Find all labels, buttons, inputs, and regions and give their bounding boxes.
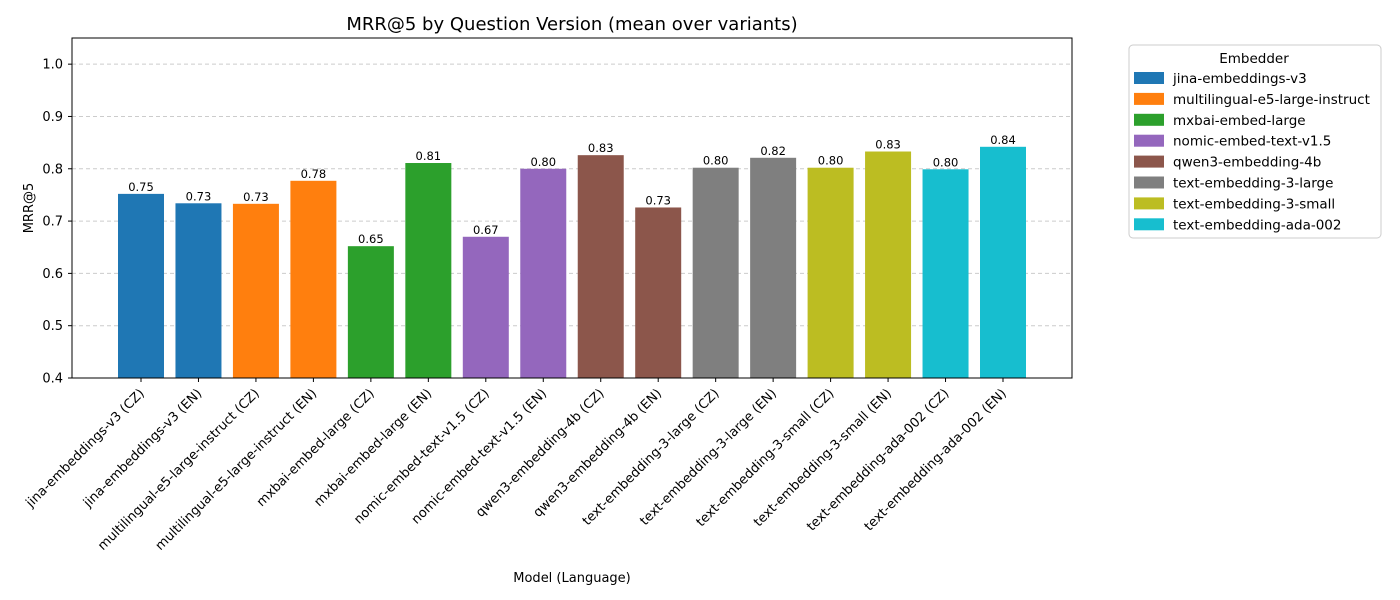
bar-value-labels: 0.75 0.73 0.73 0.78 0.65 0.81 0.67 0.80 0.83 0.73… <box>128 133 1016 246</box>
y-tick-label: 1.0 <box>42 58 63 73</box>
legend-entry-label: qwen3-embedding-4b <box>1173 155 1321 171</box>
bar <box>232 203 279 378</box>
bar <box>980 146 1026 378</box>
legend-swatch <box>1134 92 1164 105</box>
bar-value-label: 0.80 <box>530 155 556 169</box>
bar <box>462 236 509 378</box>
legend-entry-label: nomic-embed-text-v1.5 <box>1173 134 1331 150</box>
legend-swatch <box>1134 134 1164 147</box>
bar <box>807 167 854 378</box>
legend-swatch <box>1134 176 1164 189</box>
bar <box>520 168 567 378</box>
y-tick-label: 0.6 <box>42 267 63 282</box>
legend-swatch <box>1134 155 1164 168</box>
legend-swatch <box>1134 218 1164 231</box>
legend-entry-label: text-embedding-ada-002 <box>1173 217 1342 233</box>
bar-value-label: 0.80 <box>703 154 729 168</box>
chart-title: MRR@5 by Question Version (mean over var… <box>346 14 797 35</box>
bar <box>865 151 912 378</box>
bar <box>692 167 739 378</box>
legend-entry-label: text-embedding-3-large <box>1173 176 1333 192</box>
bar <box>922 169 969 378</box>
legend-box <box>1128 44 1382 239</box>
bar-value-label: 0.83 <box>875 138 901 152</box>
plot-frame <box>71 37 1073 379</box>
bar-value-label: 0.65 <box>358 232 384 246</box>
y-tick-label: 0.5 <box>42 319 63 334</box>
legend-entry-label: jina-embeddings-v3 <box>1172 71 1307 87</box>
legend-swatch <box>1134 197 1164 210</box>
legend-entry-label: multilingual-e5-large-instruct <box>1173 92 1370 108</box>
legend-entry-label: mxbai-embed-large <box>1173 113 1306 129</box>
bar-value-label: 0.73 <box>645 193 671 207</box>
y-tick-label: 0.4 <box>42 372 63 387</box>
bar-value-label: 0.84 <box>990 133 1016 147</box>
bar-value-label: 0.73 <box>243 190 269 204</box>
bar-value-label: 0.82 <box>760 144 786 158</box>
bar-value-label: 0.80 <box>933 155 959 169</box>
bar-value-label: 0.67 <box>473 223 499 237</box>
x-axis-label: Model (Language) <box>513 571 630 586</box>
bar <box>175 203 222 378</box>
y-tick-label: 0.9 <box>42 110 63 125</box>
bar <box>635 207 682 378</box>
bars <box>118 146 1026 378</box>
y-tick-label: 0.7 <box>42 215 63 230</box>
y-axis-label: MRR@5 <box>22 183 37 234</box>
bar <box>118 193 164 378</box>
bar <box>347 246 394 378</box>
bar <box>750 157 797 378</box>
y-tick-label: 0.8 <box>42 162 63 177</box>
bar-value-label: 0.75 <box>128 180 154 194</box>
bar <box>577 155 624 378</box>
bar-value-label: 0.73 <box>186 189 212 203</box>
legend-entry-label: text-embedding-3-small <box>1173 196 1335 212</box>
y-axis-ticks: 0.4 0.5 0.6 0.7 0.8 0.9 1.0 <box>42 58 72 387</box>
bar-value-label: 0.81 <box>416 149 442 163</box>
legend-entries: jina-embeddings-v3 multilingual-e5-large-… <box>1134 71 1370 233</box>
bar <box>290 180 337 378</box>
legend-title: Embedder <box>1219 51 1289 67</box>
legend-swatch <box>1134 113 1164 126</box>
bar <box>405 163 452 378</box>
legend-swatch <box>1134 72 1164 84</box>
bar-value-label: 0.80 <box>818 154 844 168</box>
bar-value-label: 0.78 <box>301 167 327 181</box>
legend: Embedder jina-embeddings-v3 multilingual-… <box>1128 44 1382 239</box>
bar-value-label: 0.83 <box>588 141 614 155</box>
